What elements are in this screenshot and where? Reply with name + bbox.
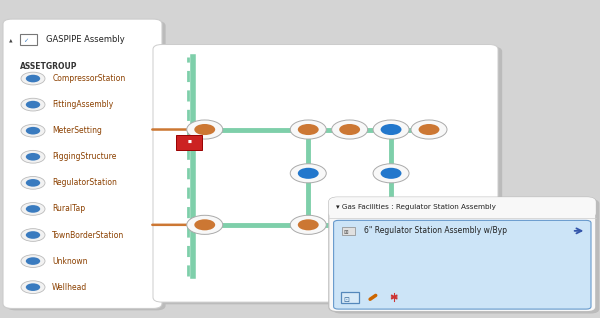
FancyBboxPatch shape [157,47,502,304]
Text: ⊡: ⊡ [343,297,349,303]
FancyBboxPatch shape [334,220,591,309]
Text: ■: ■ [187,141,191,144]
Circle shape [339,219,360,230]
Circle shape [26,179,40,187]
Circle shape [380,168,401,179]
Text: Wellhead: Wellhead [52,283,88,292]
FancyBboxPatch shape [329,197,596,218]
FancyBboxPatch shape [332,199,599,314]
Circle shape [332,120,368,139]
Circle shape [26,101,40,108]
Text: GASPIPE Assembly: GASPIPE Assembly [46,35,125,44]
Circle shape [411,120,447,139]
Text: PiggingStructure: PiggingStructure [52,152,116,161]
Text: ASSETGROUP: ASSETGROUP [20,62,77,71]
Text: TownBorderStation: TownBorderStation [52,231,124,239]
Circle shape [21,255,45,267]
FancyBboxPatch shape [153,45,498,302]
FancyBboxPatch shape [3,19,162,308]
FancyBboxPatch shape [329,197,596,312]
Circle shape [26,231,40,239]
FancyBboxPatch shape [7,21,166,310]
Circle shape [21,229,45,241]
Circle shape [419,219,439,230]
Circle shape [290,120,326,139]
Circle shape [26,257,40,265]
Circle shape [194,124,215,135]
Circle shape [26,205,40,213]
Circle shape [411,215,447,234]
Circle shape [339,124,360,135]
Text: RegulatorStation: RegulatorStation [52,178,117,187]
Text: 6" Regulator Station Assembly w/Byp: 6" Regulator Station Assembly w/Byp [364,226,506,235]
Text: FittingAssembly: FittingAssembly [52,100,113,109]
Circle shape [373,164,409,183]
Text: CompressorStation: CompressorStation [52,74,125,83]
Circle shape [187,215,223,234]
Circle shape [298,219,319,230]
FancyBboxPatch shape [20,34,37,45]
Circle shape [26,127,40,135]
Circle shape [21,72,45,85]
Text: ✓: ✓ [23,38,28,43]
FancyBboxPatch shape [176,135,202,150]
Circle shape [187,120,223,139]
FancyBboxPatch shape [342,227,355,235]
Circle shape [298,168,319,179]
Text: ⊞: ⊞ [344,230,349,235]
Circle shape [373,215,409,234]
Circle shape [194,219,215,230]
Circle shape [21,176,45,189]
Circle shape [380,219,401,230]
Circle shape [21,98,45,111]
Circle shape [21,281,45,294]
Circle shape [373,120,409,139]
Circle shape [21,150,45,163]
Circle shape [21,203,45,215]
Circle shape [290,164,326,183]
Text: Unknown: Unknown [52,257,88,266]
Circle shape [298,124,319,135]
Circle shape [290,215,326,234]
Text: ▾ Gas Facilities : Regulator Station Assembly: ▾ Gas Facilities : Regulator Station Ass… [336,204,496,211]
Circle shape [26,283,40,291]
Text: ◂: ◂ [7,38,13,42]
Circle shape [419,124,439,135]
Circle shape [21,124,45,137]
Text: RuralTap: RuralTap [52,204,85,213]
Circle shape [380,124,401,135]
FancyBboxPatch shape [341,292,359,303]
Circle shape [332,215,368,234]
Circle shape [26,153,40,161]
Circle shape [26,75,40,82]
Text: MeterSetting: MeterSetting [52,126,102,135]
